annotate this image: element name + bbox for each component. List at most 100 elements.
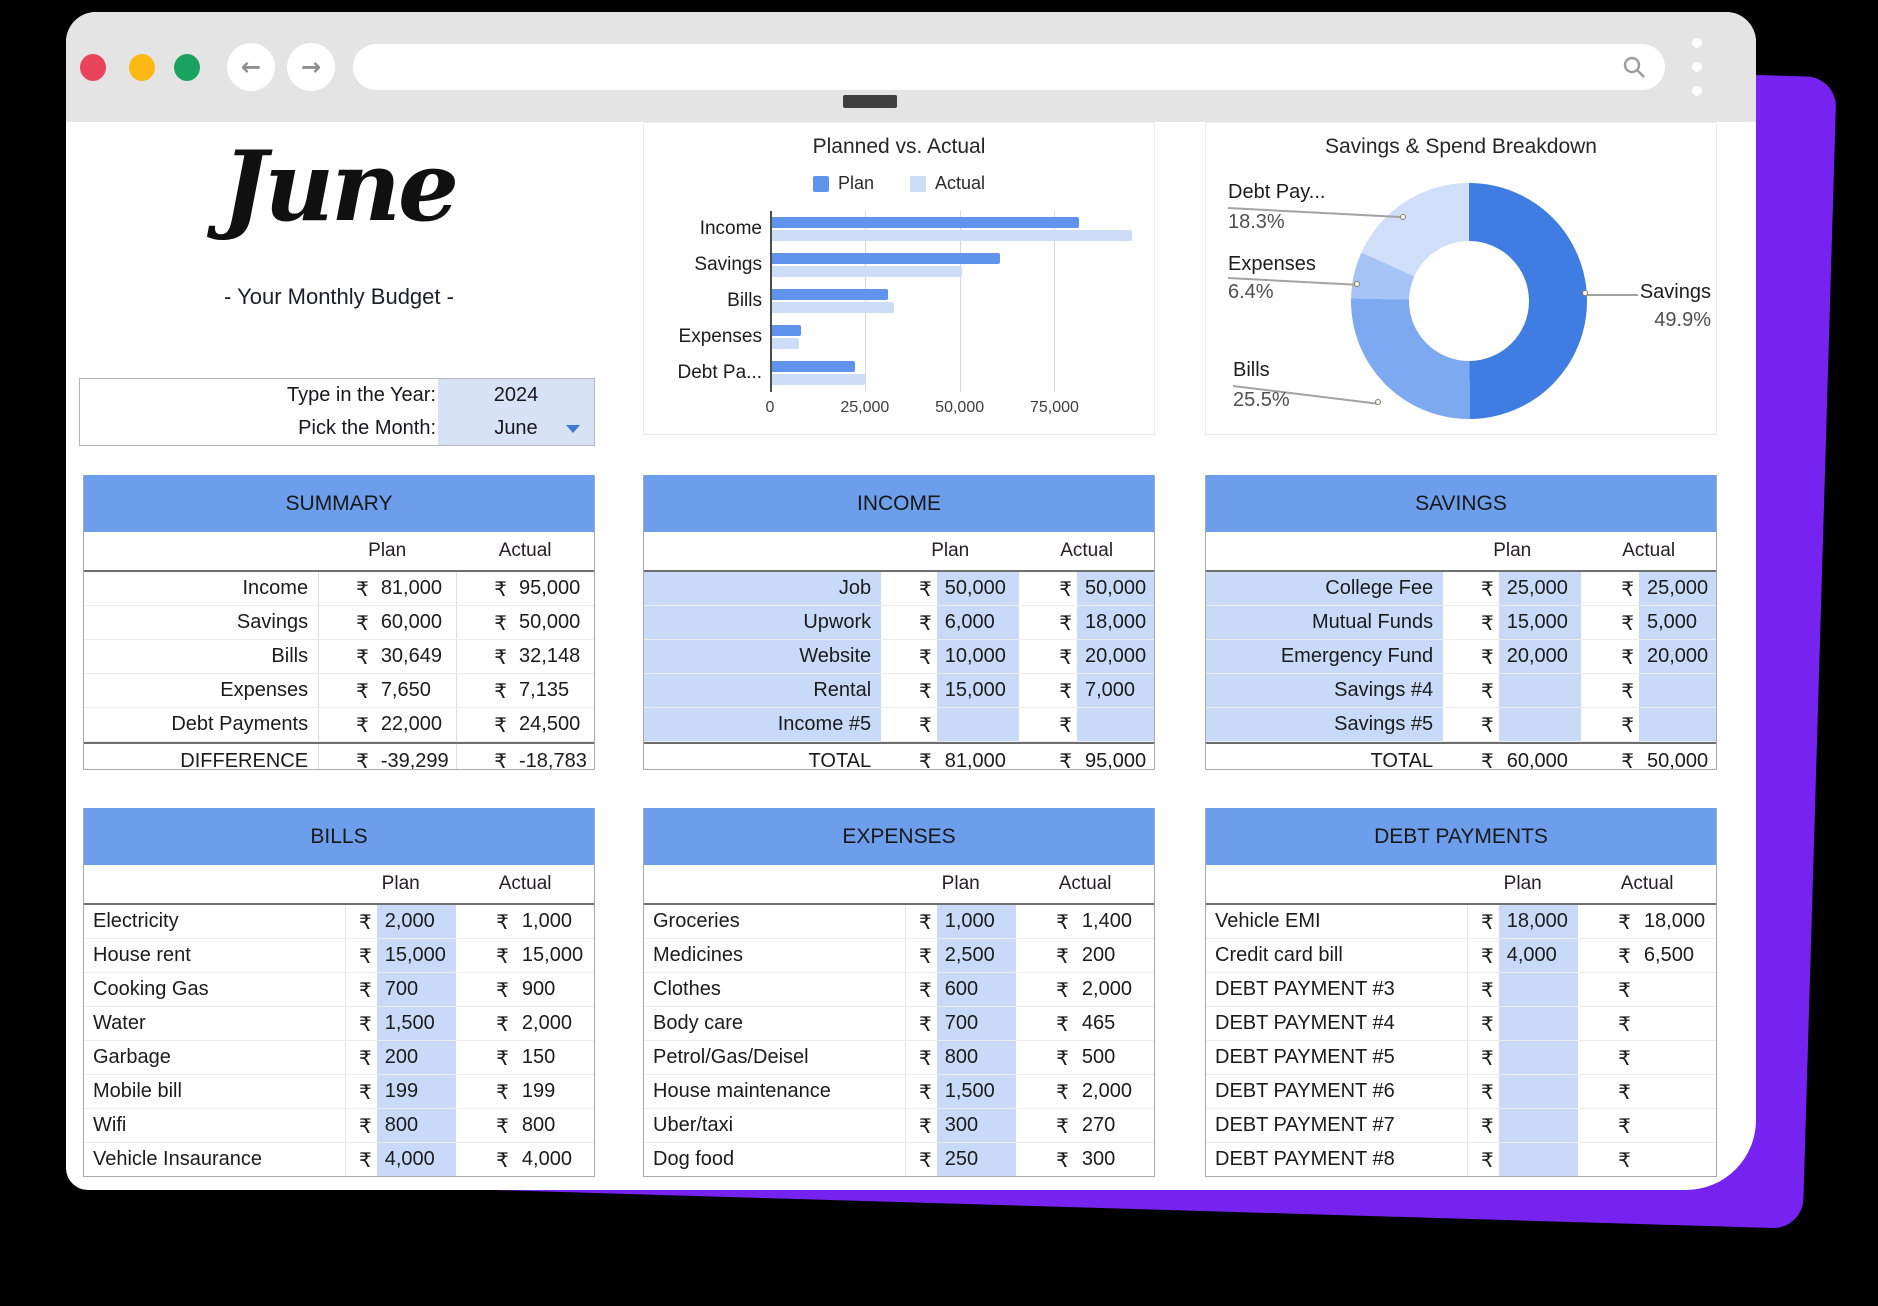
- cell-actual[interactable]: 6,500: [1643, 944, 1694, 966]
- table-row: Vehicle EMI ₹18,000 ₹18,000: [1206, 905, 1716, 939]
- cell-actual[interactable]: 2,000: [521, 1012, 572, 1034]
- cell-plan[interactable]: 700: [376, 973, 457, 1006]
- cell-plan[interactable]: ₹81,000: [318, 572, 456, 605]
- cell-plan[interactable]: 6,000: [936, 606, 1020, 639]
- cell-plan[interactable]: [936, 708, 1020, 741]
- cell-actual[interactable]: 500: [1081, 1046, 1116, 1068]
- cell-actual[interactable]: 20,000: [1076, 640, 1154, 673]
- cell-actual[interactable]: 2,000: [1081, 978, 1132, 1000]
- cell-plan[interactable]: 60,000: [1506, 749, 1568, 770]
- table-column-headers: Plan Actual: [84, 532, 594, 572]
- cell-plan[interactable]: [1498, 973, 1579, 1006]
- cell-actual[interactable]: 300: [1081, 1148, 1116, 1170]
- currency-symbol: ₹: [494, 610, 508, 635]
- cell-actual[interactable]: [1636, 1143, 1716, 1176]
- cell-plan[interactable]: 600: [936, 973, 1017, 1006]
- cell-actual[interactable]: 50,000: [1646, 749, 1709, 770]
- cell-plan[interactable]: [1498, 1109, 1579, 1142]
- cell-plan[interactable]: 800: [936, 1041, 1017, 1074]
- cell-actual[interactable]: 270: [1081, 1114, 1116, 1136]
- cell-actual[interactable]: 2,000: [1081, 1080, 1132, 1102]
- cell-actual[interactable]: ₹24,500: [456, 708, 594, 741]
- cell-plan[interactable]: 250: [936, 1143, 1017, 1176]
- cell-plan[interactable]: 1,000: [936, 905, 1017, 938]
- window-minimize-button[interactable]: [129, 54, 155, 81]
- menu-kebab-icon[interactable]: [1690, 38, 1704, 98]
- cell-actual[interactable]: [1636, 1041, 1716, 1074]
- cell-plan[interactable]: [1498, 708, 1582, 741]
- year-input[interactable]: 2024: [493, 384, 539, 406]
- cell-actual[interactable]: ₹7,135: [456, 674, 594, 707]
- cell-plan[interactable]: 300: [936, 1109, 1017, 1142]
- cell-plan[interactable]: 81,000: [944, 749, 1006, 770]
- cell-actual[interactable]: 18,000: [1076, 606, 1154, 639]
- cell-actual[interactable]: ₹95,000: [456, 572, 594, 605]
- cell-plan[interactable]: [1498, 1041, 1579, 1074]
- cell-plan[interactable]: 15,000: [936, 674, 1020, 707]
- cell-actual[interactable]: [1076, 708, 1154, 741]
- cell-actual[interactable]: 200: [1081, 944, 1116, 966]
- cell-plan[interactable]: ₹7,650: [318, 674, 456, 707]
- cell-actual[interactable]: [1638, 674, 1716, 707]
- cell-plan[interactable]: 700: [936, 1007, 1017, 1040]
- cell-actual[interactable]: 1,400: [1081, 910, 1132, 932]
- cell-plan[interactable]: 1,500: [376, 1007, 457, 1040]
- cell-plan[interactable]: ₹30,649: [318, 640, 456, 673]
- cell-plan[interactable]: 10,000: [936, 640, 1020, 673]
- cell-plan[interactable]: 18,000: [1498, 905, 1579, 938]
- cell-plan[interactable]: 200: [376, 1041, 457, 1074]
- cell-plan[interactable]: 25,000: [1498, 572, 1582, 605]
- cell-actual[interactable]: [1636, 1007, 1716, 1040]
- cell-actual[interactable]: 7,000: [1076, 674, 1154, 707]
- cell-actual[interactable]: 4,000: [521, 1148, 572, 1170]
- table-row: Website ₹10,000 ₹20,000: [644, 640, 1154, 674]
- cell-plan[interactable]: 199: [376, 1075, 457, 1108]
- cell-plan[interactable]: 50,000: [936, 572, 1020, 605]
- cell-actual[interactable]: 25,000: [1638, 572, 1716, 605]
- plan-legend-swatch: [812, 175, 829, 192]
- cell-actual[interactable]: [1636, 1075, 1716, 1108]
- cell-actual[interactable]: 465: [1081, 1012, 1116, 1034]
- cell-plan[interactable]: 1,500: [936, 1075, 1017, 1108]
- cell-actual[interactable]: ₹32,148: [456, 640, 594, 673]
- cell-plan[interactable]: 4,000: [1498, 939, 1579, 972]
- cell-plan[interactable]: 2,000: [376, 905, 457, 938]
- cell-actual[interactable]: ₹ -18,783: [456, 744, 594, 769]
- cell-plan[interactable]: 2,500: [936, 939, 1017, 972]
- cell-plan[interactable]: [1498, 1075, 1579, 1108]
- cell-actual[interactable]: 20,000: [1638, 640, 1716, 673]
- cell-plan[interactable]: [1498, 674, 1582, 707]
- back-button[interactable]: ←: [227, 43, 275, 91]
- window-close-button[interactable]: [80, 54, 106, 81]
- cell-actual[interactable]: 900: [521, 978, 556, 1000]
- cell-plan[interactable]: 4,000: [376, 1143, 457, 1176]
- url-bar[interactable]: [353, 44, 1665, 90]
- cell-plan[interactable]: [1498, 1143, 1579, 1176]
- cell-plan[interactable]: 15,000: [1498, 606, 1582, 639]
- cell-actual[interactable]: 50,000: [1076, 572, 1154, 605]
- cell-plan[interactable]: ₹22,000: [318, 708, 456, 741]
- cell-actual[interactable]: [1636, 973, 1716, 1006]
- month-dropdown[interactable]: June: [438, 412, 594, 445]
- cell-actual[interactable]: ₹50,000: [456, 606, 594, 639]
- cell-plan[interactable]: 15,000: [376, 939, 457, 972]
- cell-actual[interactable]: 15,000: [521, 944, 584, 966]
- cell-actual[interactable]: [1638, 708, 1716, 741]
- cell-actual[interactable]: [1636, 1109, 1716, 1142]
- cell-plan[interactable]: 800: [376, 1109, 457, 1142]
- cell-actual[interactable]: 1,000: [521, 910, 572, 932]
- forward-button[interactable]: →: [287, 43, 335, 91]
- search-icon[interactable]: [1622, 55, 1646, 79]
- cell-actual[interactable]: 18,000: [1643, 910, 1706, 932]
- cell-actual[interactable]: 95,000: [1084, 749, 1147, 770]
- cell-plan[interactable]: [1498, 1007, 1579, 1040]
- cell-plan[interactable]: ₹ -39,299: [318, 744, 456, 769]
- cell-plan[interactable]: 20,000: [1498, 640, 1582, 673]
- cell-actual[interactable]: 5,000: [1638, 606, 1716, 639]
- cell-actual[interactable]: 199: [521, 1080, 556, 1102]
- cell-plan[interactable]: ₹60,000: [318, 606, 456, 639]
- window-zoom-button[interactable]: [174, 54, 200, 81]
- cell-actual[interactable]: 800: [521, 1114, 556, 1136]
- cell-value: 81,000: [380, 577, 442, 599]
- cell-actual[interactable]: 150: [521, 1046, 556, 1068]
